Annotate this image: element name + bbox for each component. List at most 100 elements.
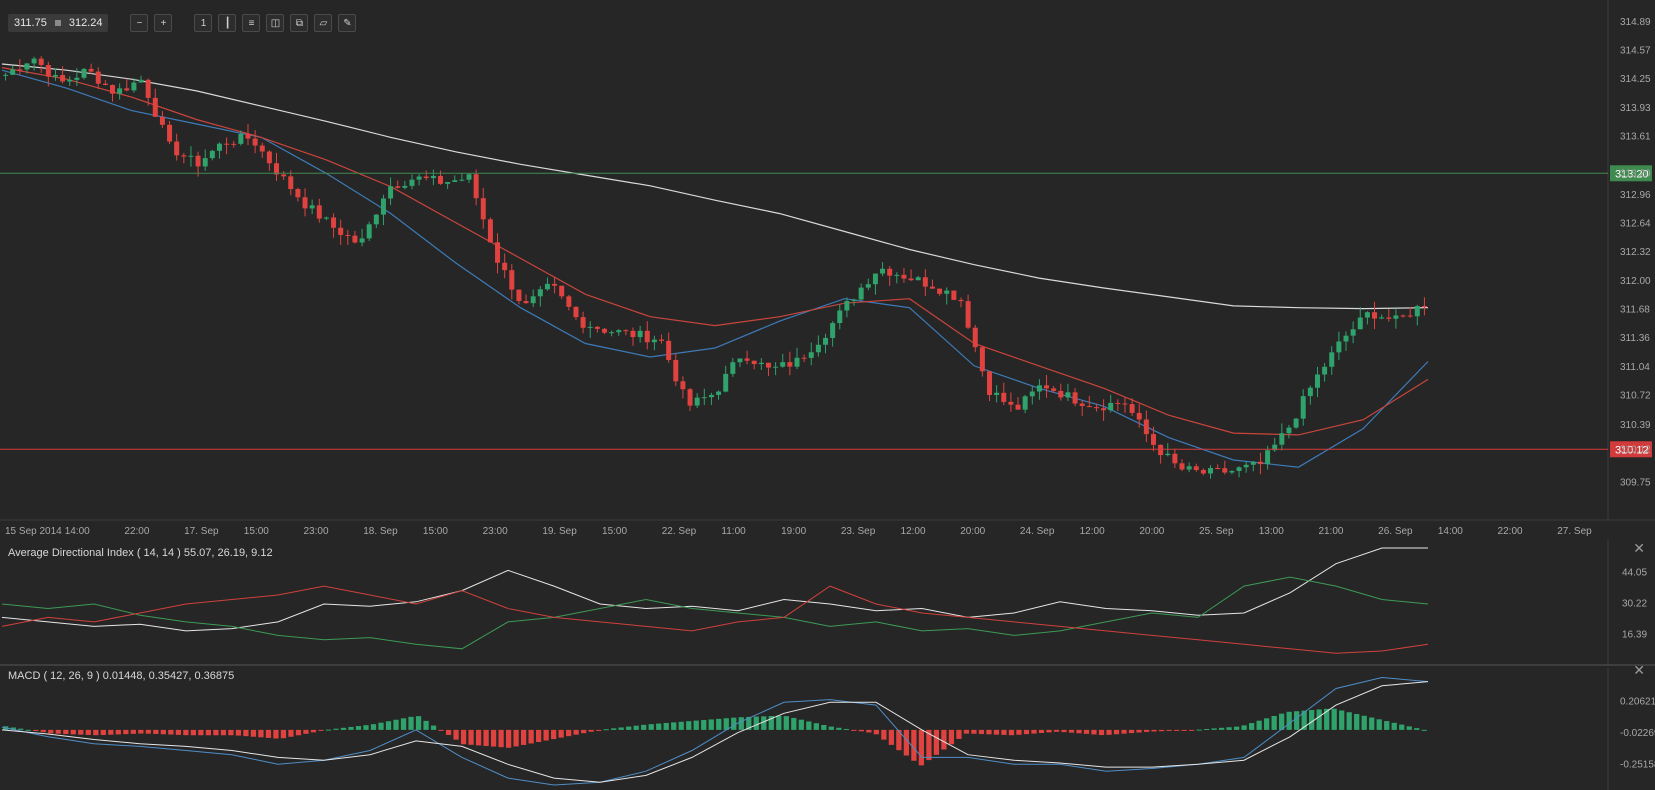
macd-hist-bar [528,729,534,744]
macd-hist-bar [603,729,609,731]
macd-hist-bar [25,729,31,731]
candle-body [131,82,137,91]
candle-body [110,85,116,94]
candle-body [773,366,779,368]
time-tick-label: 24. Sep [1020,526,1055,537]
close-adx-icon[interactable]: ✕ [1633,540,1645,556]
candle-body [31,58,37,64]
layers-icon[interactable]: ⧉ [290,14,309,32]
macd-hist-bar [1339,710,1345,730]
sma-line [1,63,1429,310]
candle-body [644,330,650,343]
candle-body [174,141,180,156]
candle-body [95,71,101,84]
macd-hist-bar [1083,729,1090,734]
macd-hist-bar [1016,729,1022,735]
macd-hist-bar [363,725,369,730]
candle-body [1015,404,1021,410]
macd-hist-bar [678,721,684,730]
macd-hist-bar [1218,727,1225,730]
macd-hist-bar [393,719,399,730]
macd-hist-bar [310,729,317,733]
macd-hist-bar [843,728,849,730]
adx-tick-label: 16.39 [1622,629,1647,640]
candle-body [965,301,971,328]
candle-body [216,143,222,151]
macd-hist-bar [1414,728,1420,730]
macd-hist-bar [370,724,377,730]
macd-hist-bar [1143,729,1150,732]
minus-di-line [1,585,1429,654]
macd-hist-bar [378,722,384,730]
macd-hist-bar [265,729,272,738]
candle-body [38,58,44,65]
macd-hist-bar [1241,725,1247,730]
time-tick-label: 12:00 [901,526,926,537]
settings-icon[interactable]: ≡ [242,14,261,32]
macd-hist-bar [1256,720,1262,730]
price-tick-label: 314.89 [1620,17,1651,28]
candle-body [1008,401,1014,405]
candle-body [573,306,579,318]
candle-body [673,359,679,382]
macd-hist-bar [288,729,294,737]
macd-hist-bar [190,729,197,736]
edit-icon[interactable]: ▱ [314,14,333,32]
candle-body [1350,329,1356,336]
macd-hist-bar [903,729,910,756]
candle-body [238,133,244,144]
candle-body [915,277,921,281]
candle-body [1293,418,1299,428]
zoom-out-icon[interactable]: − [130,14,149,32]
macd-hist-bar [558,729,564,738]
candle-body [509,270,515,290]
macd-hist-bar [153,729,159,734]
candles-icon[interactable]: ┃ [218,14,237,32]
candle-body [1250,461,1256,465]
macd-hist-bar [55,729,61,734]
macd-hist-bar [723,718,729,730]
macd-hist-bar [453,729,459,740]
macd-hist-bar [798,719,804,730]
macd-hist-bar [956,729,962,739]
zoom-in-icon[interactable]: + [154,14,173,32]
candle-body [744,358,750,361]
support-badge [1610,441,1652,458]
candle-body [52,75,58,77]
macd-hist-bar [1151,729,1157,732]
candle-body [787,362,793,367]
price-tick-label: 313.93 [1620,103,1651,114]
candle-body [473,174,479,199]
candle-body [994,392,1000,395]
candle-body [922,277,928,287]
macd-hist-bar [1181,729,1187,731]
candle-body [281,174,287,177]
draw-icon[interactable]: ◫ [266,14,285,32]
macd-hist-bar [858,729,864,732]
candle-body [815,344,821,353]
macd-hist-bar [941,729,947,750]
candle-body [737,358,743,363]
interval-button[interactable]: 1 [194,14,213,32]
candle-body [423,176,429,179]
macd-hist-bar [1279,713,1285,730]
candle-body [345,234,351,236]
candle-body [516,289,522,302]
macd-hist-bar [340,727,347,730]
candle-body [680,381,686,390]
candle-body [309,205,315,209]
macd-hist-bar [783,716,789,730]
close-macd-icon[interactable]: ✕ [1633,662,1645,678]
macd-hist-bar [1301,710,1307,730]
candle-body [1272,444,1278,451]
macd-hist-bar [460,729,467,745]
candle-body [580,317,586,328]
candle-body [373,214,379,225]
macd-hist-bar [1384,721,1390,730]
macd-hist-bar [490,729,497,747]
candle-body [851,299,857,301]
candle-body [1407,315,1413,317]
candle-body [88,68,94,72]
pencil-icon[interactable]: ✎ [338,14,357,32]
